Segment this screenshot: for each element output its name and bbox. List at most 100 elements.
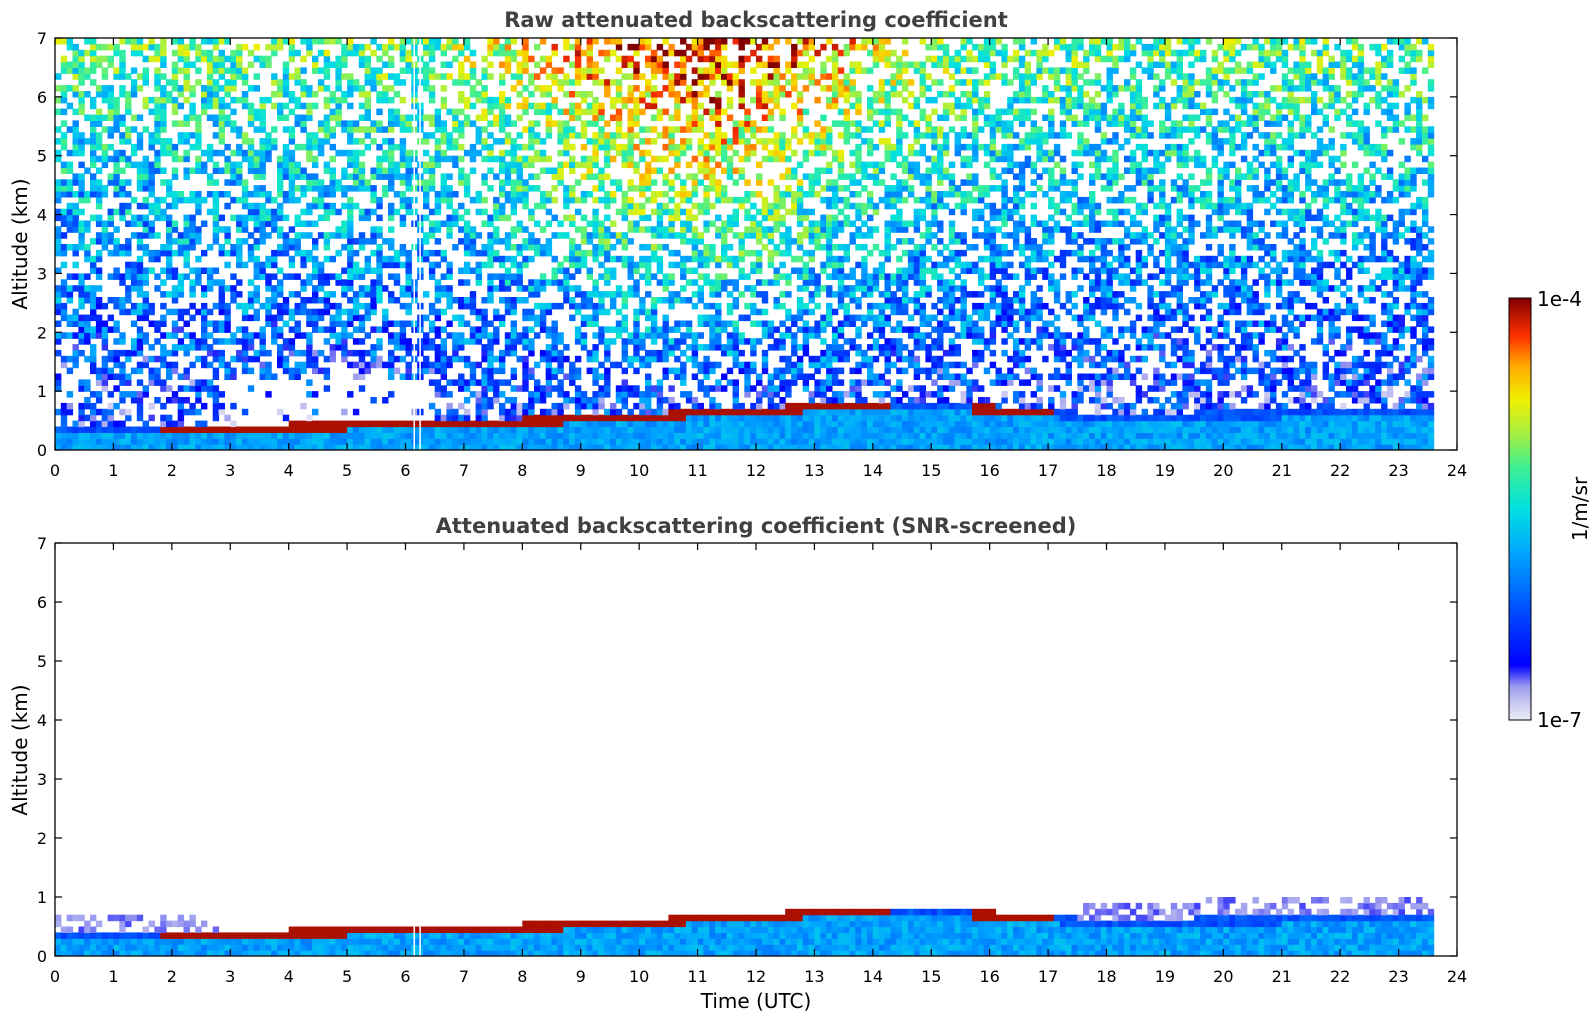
heat-cell	[142, 291, 149, 298]
heat-cell	[475, 432, 482, 439]
heat-cell	[130, 344, 138, 351]
heat-cell	[697, 255, 704, 263]
heat-cell	[750, 420, 757, 428]
heat-cell	[604, 291, 611, 298]
heat-cell	[382, 138, 389, 145]
heat-cell	[177, 432, 185, 439]
heat-cell	[130, 67, 138, 74]
heat-cell	[744, 367, 751, 375]
heat-cell	[119, 397, 126, 404]
heat-cell	[463, 208, 471, 216]
heat-cell	[113, 320, 120, 327]
heat-cell	[662, 279, 669, 286]
heat-cell	[569, 261, 576, 269]
heat-cell	[726, 79, 734, 86]
heat-cell	[428, 91, 436, 98]
heat-cell	[680, 61, 687, 68]
heat-cell	[493, 43, 500, 51]
heat-cell	[750, 49, 757, 57]
heat-cell	[288, 291, 296, 298]
heat-cell	[493, 397, 500, 404]
heat-cell	[621, 191, 628, 198]
heat-cell	[212, 161, 220, 169]
heat-cell	[370, 355, 377, 363]
heat-cell	[499, 402, 506, 410]
heat-cell	[189, 432, 196, 439]
heat-cell	[130, 426, 138, 433]
heat-cell	[259, 238, 266, 245]
heat-cell	[551, 43, 558, 51]
heat-cell	[773, 196, 780, 204]
heat-cell	[452, 355, 459, 363]
heat-cell	[166, 361, 173, 369]
heat-cell	[499, 414, 506, 422]
heat-cell	[750, 220, 757, 227]
heat-cell	[726, 420, 734, 428]
heat-cell	[487, 402, 494, 410]
heat-cell	[709, 432, 716, 439]
heat-cell	[528, 402, 535, 410]
heat-cell	[691, 267, 699, 274]
heat-cell	[633, 85, 640, 92]
heat-cell	[732, 391, 739, 398]
heat-cell	[130, 438, 138, 445]
heat-cell	[148, 132, 155, 139]
heat-cell	[773, 414, 780, 422]
heat-cell	[101, 320, 109, 327]
heat-cell	[697, 291, 704, 298]
heat-cell	[756, 91, 763, 98]
heat-cell	[125, 308, 132, 316]
heat-cell	[709, 220, 716, 227]
heat-cell	[142, 338, 149, 345]
heat-cell	[510, 155, 517, 163]
heat-cell	[388, 143, 395, 151]
heat-cell	[615, 326, 623, 333]
heat-cell	[534, 149, 541, 157]
heat-cell	[341, 149, 348, 157]
heat-cell	[224, 361, 231, 369]
heat-cell	[639, 226, 646, 233]
heat-cell	[294, 320, 301, 327]
heat-cell	[522, 444, 529, 450]
heat-cell	[680, 414, 687, 422]
heat-cell	[183, 167, 190, 174]
heat-cell	[119, 361, 126, 369]
heat-cell	[423, 238, 430, 245]
heat-cell	[218, 349, 225, 357]
heat-cell	[206, 143, 214, 151]
heat-cell	[458, 226, 465, 233]
heat-cell	[160, 43, 167, 51]
heat-cell	[615, 255, 623, 263]
heat-cell	[376, 361, 383, 369]
heat-cell	[136, 73, 144, 80]
heat-cell	[592, 344, 599, 351]
heat-cell	[259, 155, 266, 163]
heat-cell	[294, 308, 301, 316]
heat-cell	[282, 79, 290, 86]
heat-cell	[499, 367, 506, 375]
heat-cell	[680, 320, 687, 327]
heat-cell	[212, 373, 220, 380]
heat-cell	[66, 61, 74, 68]
heat-cell	[282, 155, 290, 163]
heat-cell	[703, 385, 710, 392]
heat-cell	[744, 249, 751, 257]
heat-cell	[119, 391, 126, 398]
heat-cell	[598, 291, 605, 298]
heat-cell	[306, 355, 313, 363]
heat-cell	[189, 43, 196, 51]
heat-cell	[650, 273, 658, 280]
heat-cell	[329, 143, 336, 151]
heat-cell	[113, 185, 120, 192]
heat-cell	[317, 279, 325, 286]
heat-cell	[691, 438, 699, 445]
heat-cell	[55, 291, 62, 298]
heat-cell	[55, 444, 62, 450]
heat-cell	[563, 138, 570, 145]
heat-cell	[183, 255, 190, 263]
heat-cell	[662, 438, 669, 445]
heat-cell	[499, 167, 506, 174]
heat-cell	[680, 179, 687, 186]
heat-cell	[504, 279, 512, 286]
heat-cell	[364, 438, 371, 445]
